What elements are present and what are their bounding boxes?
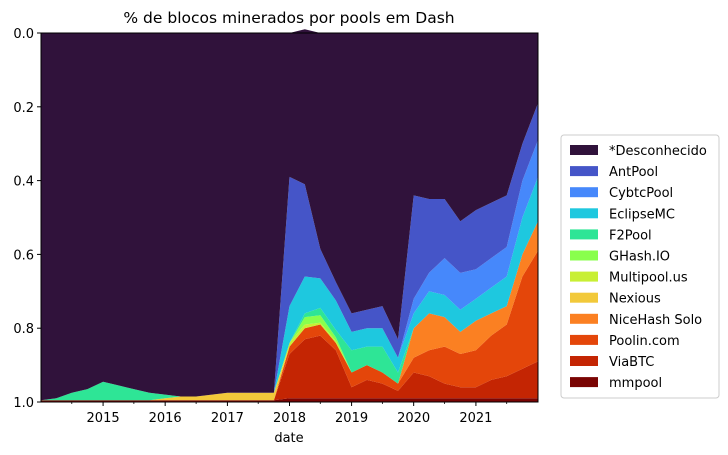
area-series-antpool <box>41 103 538 401</box>
legend-label: ViaBTC <box>609 355 654 370</box>
legend-label: Nexious <box>609 292 661 307</box>
area-series-poolin-com <box>41 250 538 401</box>
legend-frame <box>560 134 720 399</box>
x-tick-label: 2018 <box>273 411 306 426</box>
legend-swatch <box>570 271 598 282</box>
plot-area <box>41 29 538 402</box>
legend-label: EclipseMC <box>609 207 675 222</box>
legend-label: mmpool <box>609 376 662 391</box>
legend-label: NiceHash Solo <box>609 313 702 328</box>
x-tick-label: 2021 <box>459 411 492 426</box>
area-series-cybtcpool <box>41 140 538 401</box>
legend-swatch <box>570 229 598 240</box>
legend-swatch <box>570 334 598 345</box>
legend-swatch <box>570 208 598 219</box>
x-axis-label: date <box>274 431 303 446</box>
x-tick-label: 2017 <box>211 411 244 426</box>
legend-swatch <box>570 145 598 155</box>
legend-label: *Desconhecido <box>609 144 707 159</box>
legend-label: Multipool.us <box>609 271 688 286</box>
legend-swatch <box>570 166 598 177</box>
legend: *Desconhecido AntPool CybtcPool EclipseMC F2… <box>560 134 720 399</box>
y-tick-label: 0.8 <box>13 322 34 337</box>
y-tick-label: 0.0 <box>13 27 34 42</box>
area-series-desconhecido <box>41 29 538 401</box>
area-series-nicehash-solo <box>41 221 538 401</box>
x-tick-label: 2019 <box>335 411 368 426</box>
area-series-viabtc <box>41 335 538 401</box>
y-tick-label: 0.6 <box>13 248 34 263</box>
legend-label: F2Pool <box>609 228 652 243</box>
legend-swatch <box>570 356 598 366</box>
legend-swatch <box>570 377 598 388</box>
legend-swatch <box>570 187 598 198</box>
legend-swatch <box>570 250 598 261</box>
x-tick-label: 2015 <box>87 411 120 426</box>
y-tick-label: 1.0 <box>13 396 34 411</box>
legend-label: Poolin.com <box>609 334 680 349</box>
x-tick-label: 2016 <box>149 411 182 426</box>
y-axis: 0.0 0.2 0.4 0.6 0.8 1.0 <box>13 27 41 411</box>
y-tick-label: 0.2 <box>13 101 34 116</box>
legend-label: CybtcPool <box>609 186 673 201</box>
legend-label: GHash.IO <box>609 250 670 265</box>
y-tick-label: 0.4 <box>13 175 34 190</box>
area-series-mmpool <box>41 398 538 402</box>
x-axis: 2015 2016 2017 2018 2019 2020 2021 <box>71 402 508 426</box>
x-tick-label: 2020 <box>397 411 430 426</box>
chart-title: % de blocos minerados por pools em Dash <box>123 9 454 27</box>
legend-label: AntPool <box>609 165 658 180</box>
legend-swatch <box>570 292 598 303</box>
legend-swatch <box>570 313 598 324</box>
